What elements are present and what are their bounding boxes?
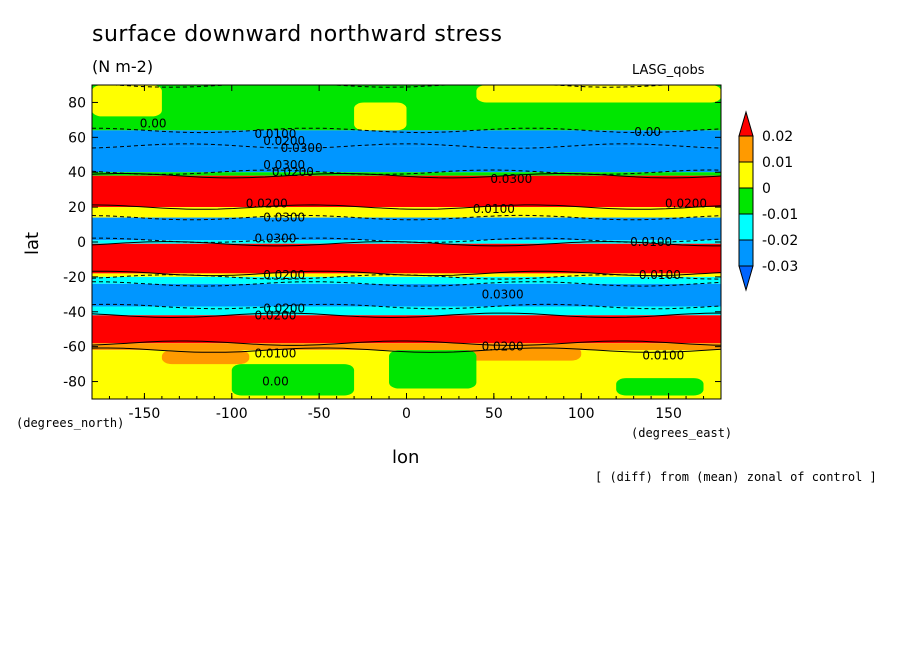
x-tick-label: 100 <box>568 406 595 422</box>
heatmap-patch <box>476 85 721 103</box>
colorbar-label: 0.02 <box>762 129 793 145</box>
heatmap-band <box>92 276 721 284</box>
heatmap-band <box>92 283 721 307</box>
heatmap-patch <box>616 378 704 396</box>
contour-label: 0.0100 <box>642 348 684 362</box>
colorbar-label: -0.03 <box>762 259 798 275</box>
heatmap-band <box>92 243 721 274</box>
colorbar-label: 0.01 <box>762 155 793 171</box>
contour-label: 0.0200 <box>665 197 707 211</box>
x-tick-label: -50 <box>308 406 331 422</box>
contour-line <box>92 241 721 247</box>
contour-label: 0.0100 <box>254 347 296 361</box>
colorbar-under-arrow <box>738 265 754 292</box>
contour-label: 0.00 <box>140 116 167 130</box>
colorbar-swatch <box>738 213 754 241</box>
x-tick-label: 150 <box>655 406 682 422</box>
heatmap-band <box>92 315 721 344</box>
x-tick-label: -100 <box>216 406 248 422</box>
x-tick-label: -150 <box>129 406 161 422</box>
heatmap-patch <box>354 102 407 131</box>
y-axis-unit: (degrees_north) <box>16 416 125 430</box>
contour-label: 0.00 <box>634 125 661 139</box>
y-tick-label: 80 <box>68 95 86 111</box>
y-tick-label: -20 <box>63 270 86 286</box>
heatmap-patch <box>231 364 355 396</box>
contour-label: 0.0100 <box>630 235 672 249</box>
contour-label: 0.0300 <box>263 158 305 172</box>
contour-line <box>92 347 721 353</box>
contour-label: 0.0300 <box>490 172 532 186</box>
heatmap-patch <box>389 350 477 389</box>
contour-label: 0.0100 <box>473 202 515 216</box>
contour-line <box>92 340 721 346</box>
colorbar-swatch <box>738 135 754 163</box>
y-tick-label: -60 <box>63 340 86 356</box>
colorbar-swatch <box>738 239 754 267</box>
colorbar-swatch <box>738 161 754 189</box>
heatmap-band <box>92 207 721 218</box>
heatmap-field: 0.000.01000.02000.03000.000.03000.03000.… <box>92 85 721 399</box>
colorbar-label: -0.01 <box>762 207 798 223</box>
contour-label: 0.0200 <box>263 134 305 148</box>
contour-label: 0.0200 <box>263 268 305 282</box>
contour-label: 0.0200 <box>246 197 288 211</box>
y-tick-label: -40 <box>63 305 86 321</box>
colorbar-label: -0.02 <box>762 233 798 249</box>
chart-units: (N m-2) <box>92 57 154 76</box>
contour-label: 0.0200 <box>482 340 524 354</box>
contour-line <box>92 173 721 179</box>
contour-label: 0.0300 <box>482 287 524 301</box>
footnote: [ (diff) from (mean) zonal of control ] <box>595 470 877 484</box>
x-axis-unit: (degrees_east) <box>631 426 733 440</box>
heatmap-band <box>92 130 721 147</box>
contour-label: 0.0300 <box>254 232 296 246</box>
colorbar-label: 0 <box>762 181 771 197</box>
y-tick-label: 0 <box>77 235 86 251</box>
heatmap-patch <box>161 350 250 365</box>
colorbar-over-arrow <box>738 110 754 137</box>
heatmap-band <box>92 306 721 316</box>
contour-label: 0.0200 <box>263 301 305 315</box>
contour-label: 0.0300 <box>281 141 323 155</box>
heatmap-band <box>92 217 721 241</box>
x-axis-label: lon <box>392 447 420 468</box>
contour-line <box>92 270 721 277</box>
contour-label: 0.00 <box>262 375 289 389</box>
dataset-label: LASG_qobs <box>632 63 705 78</box>
x-tick-label: 50 <box>485 406 503 422</box>
contour-label: 0.0100 <box>639 268 681 282</box>
heatmap-patch <box>92 85 162 117</box>
y-tick-label: 20 <box>68 200 86 216</box>
heatmap-band <box>92 343 721 351</box>
y-tick-label: 60 <box>68 130 86 146</box>
contour-label: 0.0200 <box>272 165 314 179</box>
chart-title: surface downward northward stress <box>92 22 503 47</box>
contour-label: 0.0200 <box>254 308 296 322</box>
heatmap-band <box>92 172 721 176</box>
contour-line <box>92 312 721 319</box>
contour-label: 0.0100 <box>254 127 296 141</box>
x-tick-label: 0 <box>402 406 411 422</box>
y-tick-label: 40 <box>68 165 86 181</box>
heatmap-band <box>92 146 721 173</box>
y-tick-label: -80 <box>63 375 86 391</box>
contour-line <box>92 204 721 210</box>
heatmap-band <box>92 175 721 208</box>
colorbar-swatch <box>738 187 754 215</box>
contour-label: 0.0300 <box>263 211 305 225</box>
